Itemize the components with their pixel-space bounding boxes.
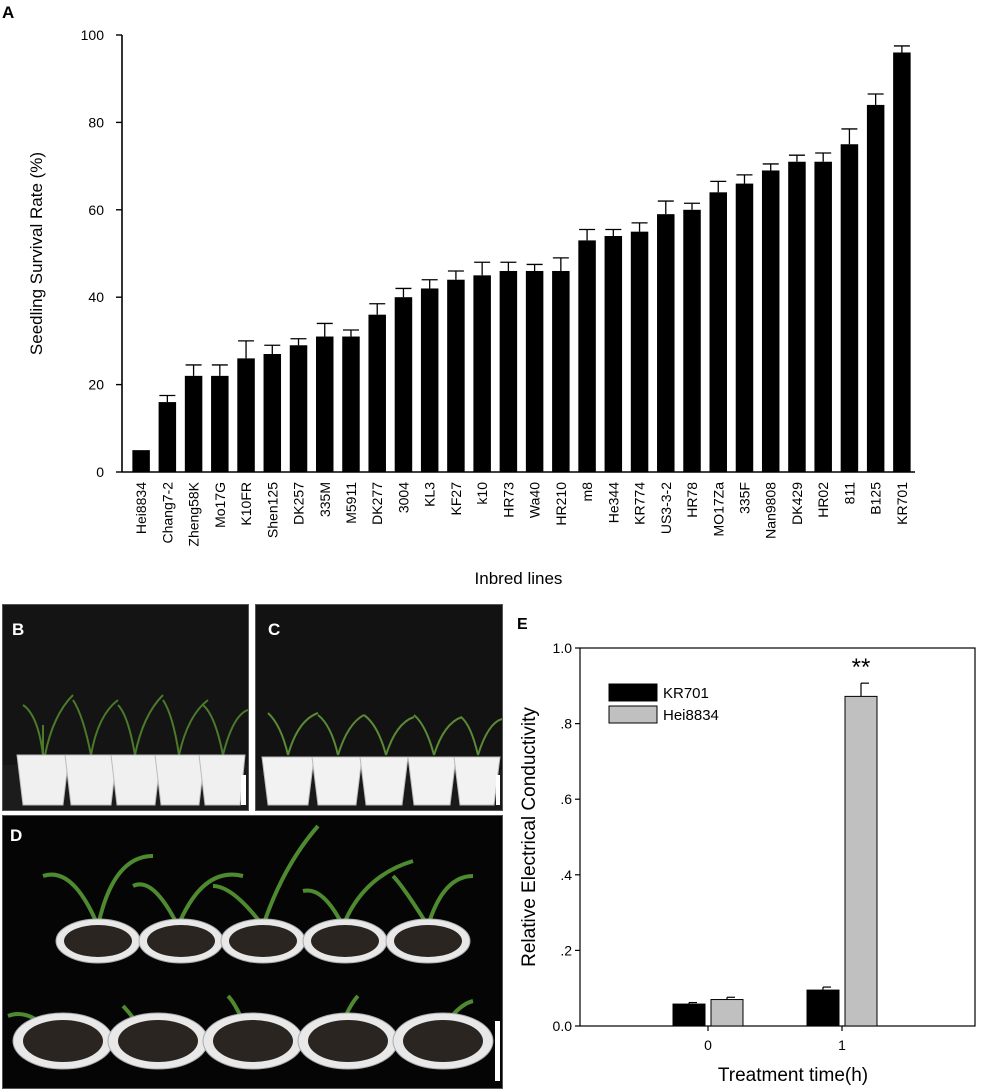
x-tick-label: Hei8834 [133,482,149,534]
x-tick-label: HR02 [815,482,831,518]
bar [710,999,744,1027]
bar [184,375,203,472]
x-tick-label: He344 [605,482,621,523]
y-tick-label: 40 [88,289,104,305]
bar [630,231,649,472]
bar [552,270,570,472]
panel-label-d: D [10,826,23,845]
bar [368,314,386,472]
bar [237,358,255,472]
bar [473,275,491,472]
y-axis-label: Seedling Survival Rate (%) [27,152,46,355]
bar [499,270,518,472]
x-tick-label: Zheng58K [186,481,202,546]
x-tick-label: Mo17G [212,482,228,528]
bar [211,375,229,472]
photo-b [2,604,249,811]
x-tick-label: DK277 [369,482,385,525]
legend-swatch [608,705,658,724]
bar [447,279,465,472]
x-axis-label: Inbred lines [475,569,563,588]
bar [814,161,832,473]
x-axis-label: Treatment time(h) [718,1065,868,1086]
panel-label-e: E [517,616,528,633]
y-tick-label: .2 [560,942,572,958]
x-tick-label: HR78 [684,482,700,518]
x-tick-label: 811 [841,482,857,505]
y-tick-label: 20 [88,377,104,393]
x-tick-label: 1 [838,1037,846,1053]
x-tick-label: Chang7-2 [159,482,175,544]
y-tick-label: 0.0 [553,1018,573,1034]
y-tick-label: .4 [560,867,572,883]
bar [604,236,623,472]
legend-label: KR701 [663,685,709,702]
y-tick-label: 100 [81,27,105,43]
x-tick-label: DK429 [789,482,805,525]
legend-label: Hei8834 [663,707,719,724]
significance-annotation: ** [852,654,871,681]
chart-a: A 0 20 40 60 80 100 Seedling Survival Rate (%)… [2,3,915,588]
y-tick-label: .6 [560,791,572,807]
bar [158,402,177,472]
x-tick-label: Nan9808 [763,482,779,539]
x-tick-label: 335M [317,482,333,517]
photo-c [255,604,503,811]
x-tick-label: K10FR [238,482,254,526]
bar [132,450,150,472]
x-tick-label: 335F [736,482,752,514]
x-tick-label: m8 [579,482,595,502]
bar [683,209,701,473]
legend-swatch [608,683,658,702]
x-tick-label: Shen125 [264,482,280,538]
bar [844,695,878,1027]
bar [578,240,596,472]
x-tick-label: B125 [868,482,884,515]
plot-frame [579,647,976,1027]
x-tick-label: 0 [704,1037,712,1053]
x-tick-label: 3004 [395,482,411,513]
x-tick-label: HR210 [553,482,569,526]
bar [866,104,885,473]
bar [893,52,911,472]
x-tick-label: MO17Za [710,482,726,537]
x-tick-label: US3-3-2 [658,482,674,534]
bar [316,336,334,472]
x-tick-label: KR774 [632,482,648,525]
y-tick-label: 0 [96,464,104,480]
x-tick-label: KF27 [448,482,464,516]
bar [342,336,360,472]
bar [788,161,806,473]
panel-label-b: B [12,620,25,639]
bar [672,1003,706,1027]
bar [525,270,544,472]
bar [735,183,754,472]
x-tick-label: HR73 [500,482,516,518]
photo-d [2,815,503,1089]
x-tick-label: Wa40 [527,482,543,518]
y-tick-label: .8 [560,716,572,732]
bar [806,989,840,1027]
panel-label-a: A [2,3,14,22]
bar [420,288,439,472]
bar [263,354,282,472]
x-tick-label: KR701 [894,482,910,525]
bar [709,192,727,472]
bar [761,170,780,472]
panel-label-c: C [268,620,281,639]
x-tick-label: k10 [474,482,490,505]
y-tick-label: 1.0 [553,640,573,656]
x-tick-label: DK257 [291,482,307,525]
chart-e: E 0.0 .2 .4 .6 .8 1.0 Relative Electrical Cond… [517,616,976,1086]
bar [657,214,675,473]
bar [289,345,308,472]
x-tick-label: M5911 [343,482,359,524]
y-tick-label: 80 [88,114,104,130]
bar [394,297,413,472]
y-tick-label: 60 [88,202,104,218]
bar [840,144,859,472]
x-tick-label: KL3 [422,482,438,507]
y-axis-label: Relative Electrical Conductivity [519,707,540,967]
